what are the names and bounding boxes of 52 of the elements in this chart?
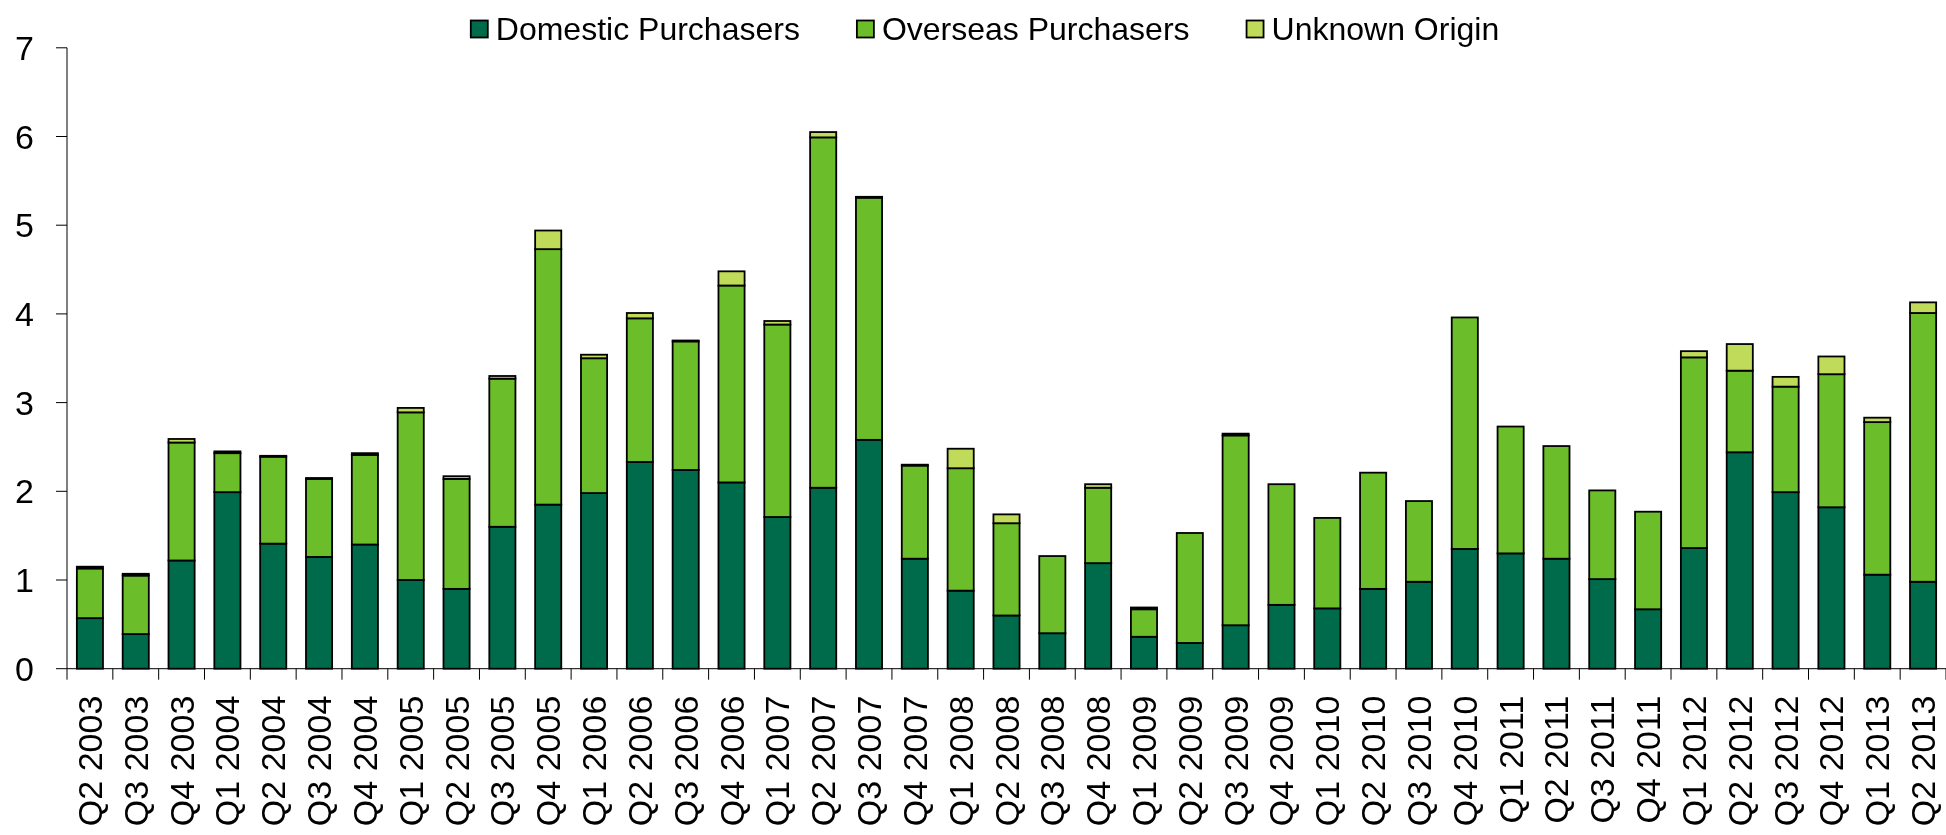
x-tick-label: Q1 2010 [1308,695,1347,827]
x-tick-label: Q3 2007 [850,695,889,827]
x-tick-label: Q4 2005 [529,695,568,827]
x-tick-label: Q2 2004 [254,695,293,827]
x-tick-label: Q3 2004 [300,695,339,827]
x-tick-label: Q3 2012 [1766,695,1805,827]
x-tick-label: Q4 2003 [162,695,201,827]
y-tick-label: 6 [15,117,34,156]
x-tick-label: Q3 2009 [1216,695,1255,827]
x-tick-label: Q2 2012 [1720,695,1759,827]
x-tick-label: Q2 2010 [1354,695,1393,827]
y-tick-label: 3 [15,383,34,422]
x-tick-label: Q2 2009 [1170,695,1209,827]
x-tick-label: Q1 2008 [941,695,980,827]
x-tick-label: Q4 2012 [1812,695,1851,827]
x-tick-label: Q2 2005 [437,695,476,827]
x-tick-label: Q4 2006 [712,695,751,827]
x-tick-label: Q2 2007 [804,695,843,827]
x-tick-label: Q4 2004 [345,695,384,827]
x-tick-label: Q3 2010 [1399,695,1438,827]
x-tick-label: Q3 2008 [1033,695,1072,827]
y-tick-label: 2 [15,472,34,511]
x-tick-label: Q1 2004 [208,695,247,827]
x-tick-label: Q2 2003 [70,695,109,827]
x-tick-label: Q3 2011 [1583,695,1622,824]
x-tick-label: Q4 2011 [1629,695,1668,824]
x-tick-label: Q4 2009 [1262,695,1301,827]
y-tick-label: 7 [15,28,34,67]
x-tick-label: Q4 2010 [1445,695,1484,827]
x-tick-label: Q1 2006 [575,695,614,827]
x-tick-label: Q1 2011 [1491,695,1530,824]
x-tick-label: Q3 2006 [666,695,705,827]
x-tick-label: Q1 2007 [758,695,797,827]
y-tick-label: 5 [15,206,34,245]
legend-label: Overseas Purchasers [881,11,1190,47]
legend-label: Unknown Origin [1271,11,1500,47]
x-tick-label: Q1 2013 [1858,695,1897,827]
x-tick-label: Q1 2009 [1124,695,1163,827]
x-tick-label: Q2 2006 [620,695,659,827]
x-tick-label: Q4 2007 [895,695,934,827]
y-tick-label: 0 [15,649,34,688]
x-tick-label: Q2 2011 [1537,695,1576,824]
x-tick-label: Q3 2003 [116,695,155,827]
y-tick-label: 1 [15,561,34,599]
x-tick-label: Q2 2013 [1904,695,1943,827]
x-tick-label: Q2 2008 [987,695,1026,827]
y-tick-label: 4 [15,294,34,333]
x-tick-label: Q3 2005 [483,695,522,827]
x-tick-label: Q1 2005 [391,695,430,827]
x-tick-label: Q4 2008 [1079,695,1118,827]
x-tick-label: Q1 2012 [1674,695,1713,827]
legend-label: Domestic Purchasers [495,11,800,47]
